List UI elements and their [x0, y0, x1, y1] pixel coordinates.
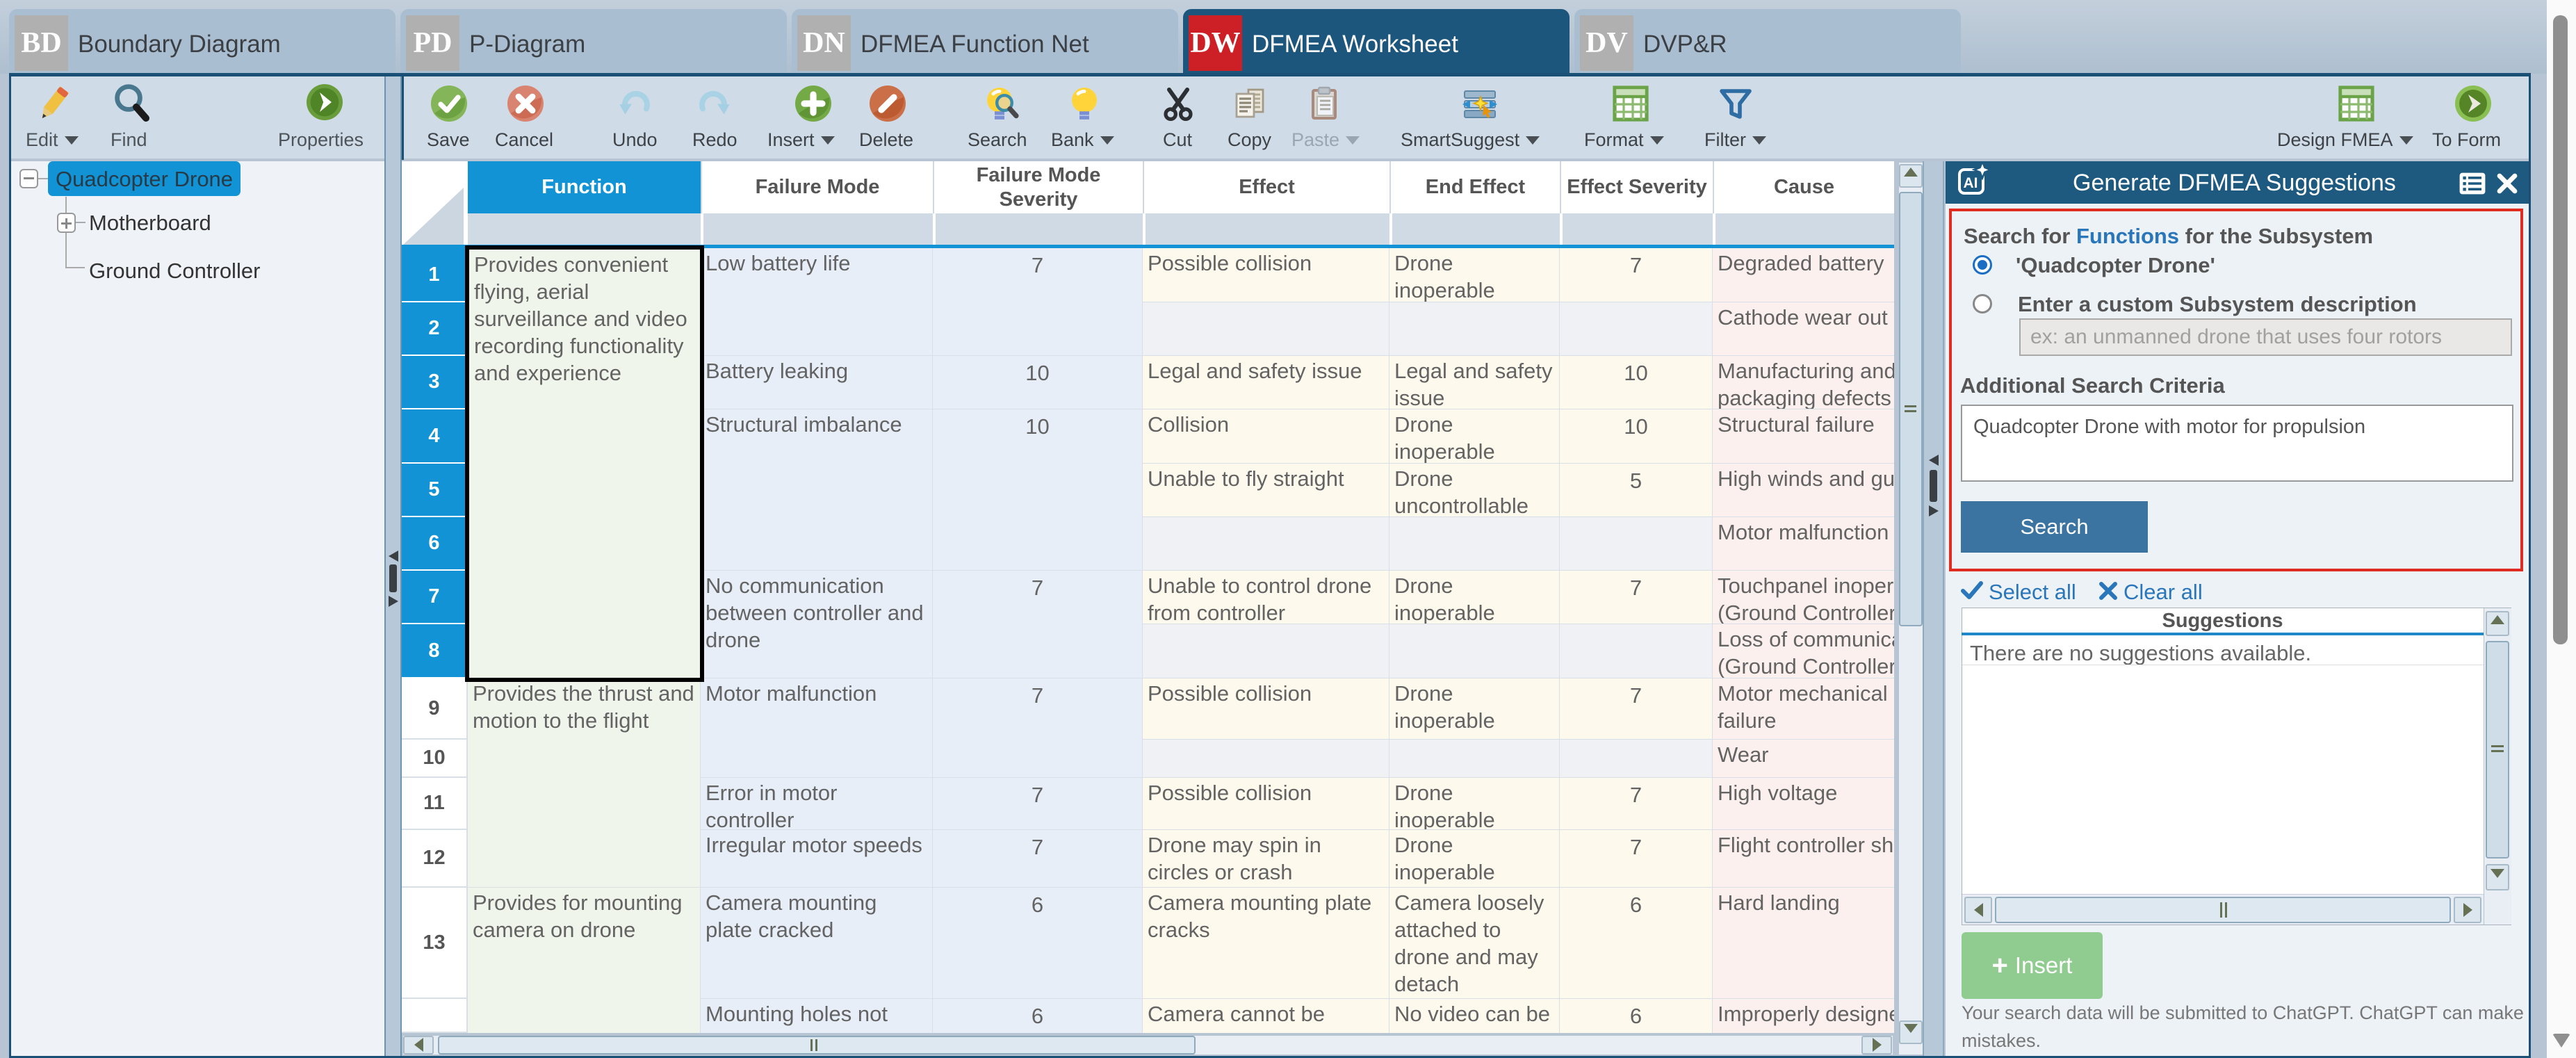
svg-text:AI: AI	[1964, 175, 1978, 191]
